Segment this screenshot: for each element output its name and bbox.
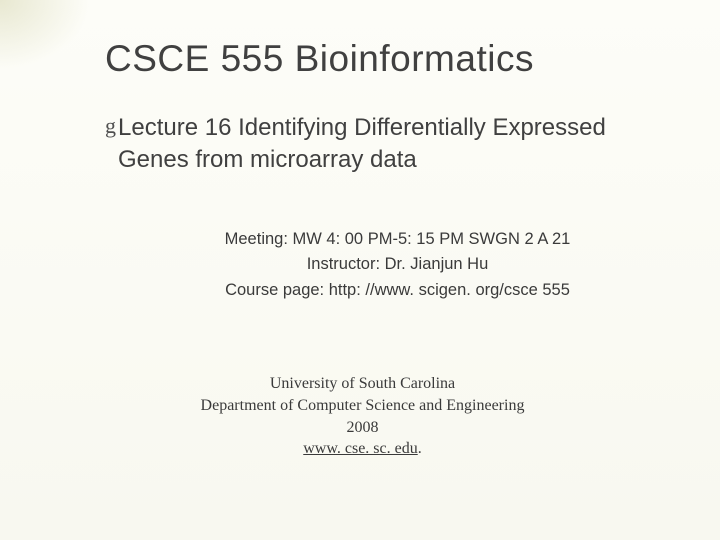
footer-department: Department of Computer Science and Engin… bbox=[65, 395, 660, 417]
meta-block: Meeting: MW 4: 00 PM-5: 15 PM SWGN 2 A 2… bbox=[105, 227, 660, 304]
footer-year: 2008 bbox=[65, 417, 660, 439]
slide-container: CSCE 555 Bioinformatics g Lecture 16 Ide… bbox=[0, 0, 720, 540]
meeting-line: Meeting: MW 4: 00 PM-5: 15 PM SWGN 2 A 2… bbox=[135, 227, 660, 253]
subtitle-text: Lecture 16 Identifying Differentially Ex… bbox=[118, 112, 660, 177]
course-page-line: Course page: http: //www. scigen. org/cs… bbox=[135, 278, 660, 304]
footer-link-suffix: . bbox=[418, 440, 422, 457]
bullet-icon: g bbox=[105, 112, 116, 141]
footer-link[interactable]: www. cse. sc. edu bbox=[303, 440, 417, 457]
footer-block: University of South Carolina Department … bbox=[65, 373, 660, 459]
footer-institution: University of South Carolina bbox=[65, 373, 660, 395]
instructor-line: Instructor: Dr. Jianjun Hu bbox=[135, 252, 660, 278]
subtitle-row: g Lecture 16 Identifying Differentially … bbox=[105, 112, 660, 177]
footer-link-row: www. cse. sc. edu. bbox=[65, 438, 660, 460]
slide-title: CSCE 555 Bioinformatics bbox=[105, 38, 660, 80]
